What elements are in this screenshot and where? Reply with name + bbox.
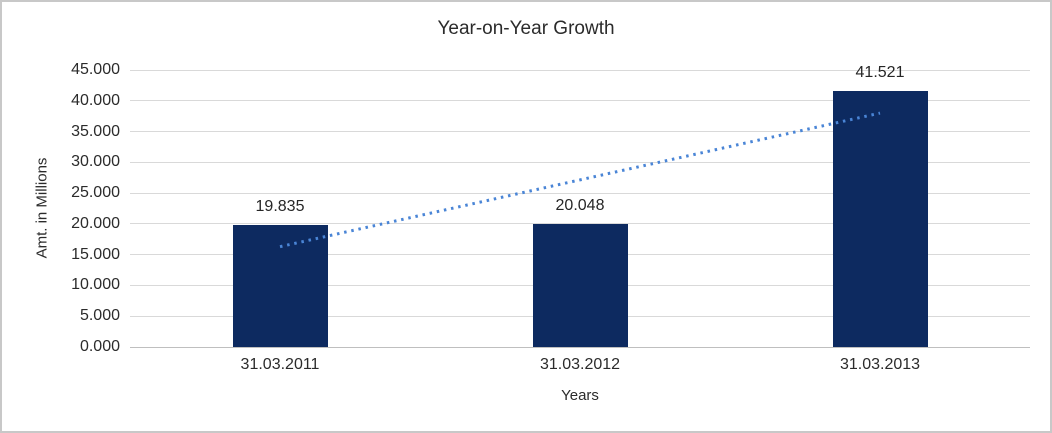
y-tick-label: 25.000 — [71, 184, 120, 202]
bar — [832, 91, 928, 347]
trendline — [279, 111, 881, 249]
bar-value-label: 19.835 — [255, 197, 305, 215]
y-tick-label: 5.000 — [79, 307, 120, 325]
x-axis-title: Years — [561, 387, 599, 404]
y-tick-label: 20.000 — [71, 214, 120, 232]
x-tick-label: 31.03.2012 — [539, 356, 621, 373]
y-tick-label: 0.000 — [79, 338, 120, 355]
y-tick-label: 10.000 — [71, 276, 120, 294]
chart-title: Year-on-Year Growth — [437, 18, 615, 39]
y-tick-label: 30.000 — [71, 153, 120, 171]
y-tick-label: 40.000 — [71, 91, 120, 109]
y-tick-label: 15.000 — [71, 245, 120, 263]
gridline — [130, 131, 1030, 133]
x-tick-label: 31.03.2011 — [240, 356, 320, 373]
bar-value-label: 41.521 — [855, 64, 905, 82]
y-tick-label: 35.000 — [71, 122, 120, 140]
gridline — [130, 161, 1030, 163]
gridline — [130, 100, 1030, 102]
gridline — [130, 192, 1030, 194]
bar-value-label: 20.048 — [555, 196, 605, 214]
y-tick-label: 45.000 — [71, 61, 120, 78]
x-axis-line — [130, 346, 1030, 348]
gridline — [130, 69, 1030, 71]
bar — [532, 223, 628, 347]
x-tick-label: 31.03.2013 — [839, 356, 921, 373]
y-axis-title: Amt. in Millions — [33, 157, 51, 259]
plot-area: 19.835 20.048 41.521 — [130, 64, 1030, 348]
